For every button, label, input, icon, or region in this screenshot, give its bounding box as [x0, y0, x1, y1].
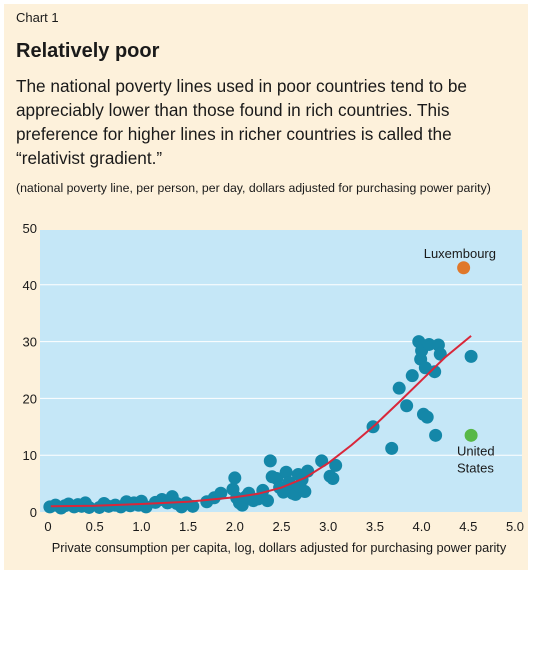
chart-number-label: Chart 1 — [16, 10, 59, 25]
data-point — [298, 485, 312, 499]
data-point — [214, 486, 228, 500]
data-point — [433, 347, 447, 361]
data-point — [422, 337, 436, 351]
data-point — [400, 399, 414, 413]
x-tick-label: 0.5 — [86, 519, 104, 534]
y-tick-label: 40 — [23, 278, 37, 293]
data-point — [260, 494, 274, 508]
data-point — [405, 369, 419, 383]
x-tick-label: 4.0 — [413, 519, 431, 534]
data-point — [392, 381, 406, 395]
y-tick-label: 10 — [23, 448, 37, 463]
data-point — [428, 365, 442, 379]
data-point — [329, 458, 343, 472]
data-point — [263, 454, 277, 468]
united-states-label: United — [457, 443, 495, 458]
data-point — [228, 471, 242, 485]
data-point — [429, 428, 443, 442]
luxembourg-label: Luxembourg — [424, 246, 496, 261]
chart-title: Relatively poor — [16, 40, 160, 62]
x-tick-label: 2.5 — [272, 519, 290, 534]
x-tick-label: 1.5 — [179, 519, 197, 534]
data-point — [186, 499, 200, 513]
x-tick-label: 5.0 — [506, 519, 524, 534]
x-tick-label: 3.0 — [319, 519, 337, 534]
x-tick-label: 1.0 — [132, 519, 150, 534]
x-axis-label: Private consumption per capita, log, dol… — [52, 540, 507, 555]
united-states-label: States — [457, 460, 494, 475]
unit-note: (national poverty line, per person, per … — [16, 181, 491, 195]
highlighted-point — [464, 428, 478, 442]
data-point — [385, 441, 399, 455]
data-point — [279, 465, 293, 479]
plot-area — [40, 230, 522, 512]
data-point — [82, 500, 96, 514]
x-tick-label: 2.0 — [226, 519, 244, 534]
data-point — [326, 471, 340, 485]
y-tick-label: 30 — [23, 335, 37, 350]
y-tick-label: 20 — [23, 391, 37, 406]
x-tick-label: 0 — [44, 519, 51, 534]
data-point — [464, 349, 478, 363]
highlighted-point — [457, 261, 471, 275]
x-tick-label: 4.5 — [459, 519, 477, 534]
y-tick-label: 0 — [30, 505, 37, 520]
y-tick-label: 50 — [23, 221, 37, 236]
x-tick-label: 3.5 — [366, 519, 384, 534]
fitted-curve — [50, 335, 472, 508]
chart-subtitle: The national poverty lines used in poor … — [16, 76, 467, 168]
data-point — [420, 410, 434, 424]
